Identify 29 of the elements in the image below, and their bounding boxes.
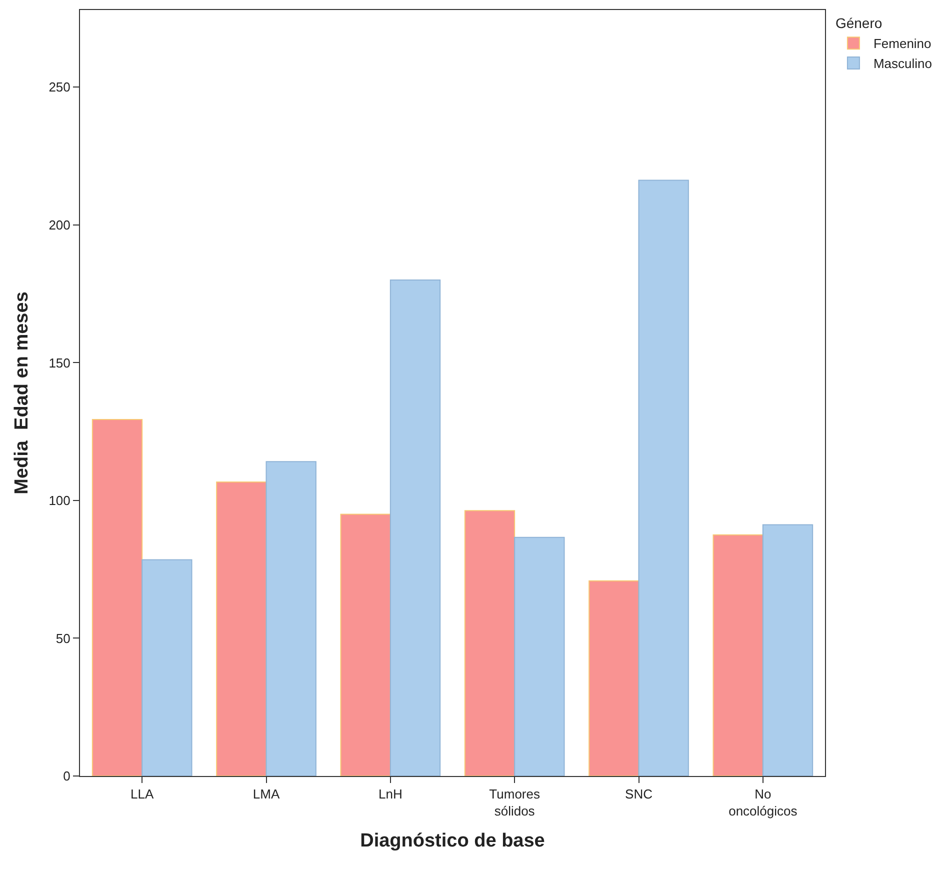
bar [588,580,640,776]
x-tick-label: SNC [625,786,652,802]
bar [464,510,516,776]
bar [340,514,391,776]
bar [712,534,764,776]
bar [514,536,565,776]
legend-label: Masculino [873,56,932,72]
bar [266,461,316,776]
x-tick-label: Tumores sólidos [489,786,540,818]
y-tick-label: 250 [48,80,70,95]
x-tick-label: No oncológicos [728,786,798,818]
y-axis-title: Media Edad en meses [12,292,33,494]
y-tick-label: 200 [48,217,70,232]
bar [390,280,441,776]
x-tick-label: LLA [130,786,154,802]
x-axis-title: Diagnóstico de base [360,830,545,852]
x-tick-label: LnH [378,786,402,802]
legend-label: Femenino [873,36,932,52]
bar [92,418,143,776]
y-tick-label: 50 [56,630,70,646]
bar [216,482,267,776]
bar [762,524,814,776]
y-tick-label: 100 [48,493,70,508]
legend-title: Género [835,15,882,32]
y-tick-label: 0 [63,768,70,784]
bar [142,559,192,776]
bar [638,180,689,776]
y-tick-label: 150 [48,355,70,370]
x-tick-label: LMA [252,786,280,802]
